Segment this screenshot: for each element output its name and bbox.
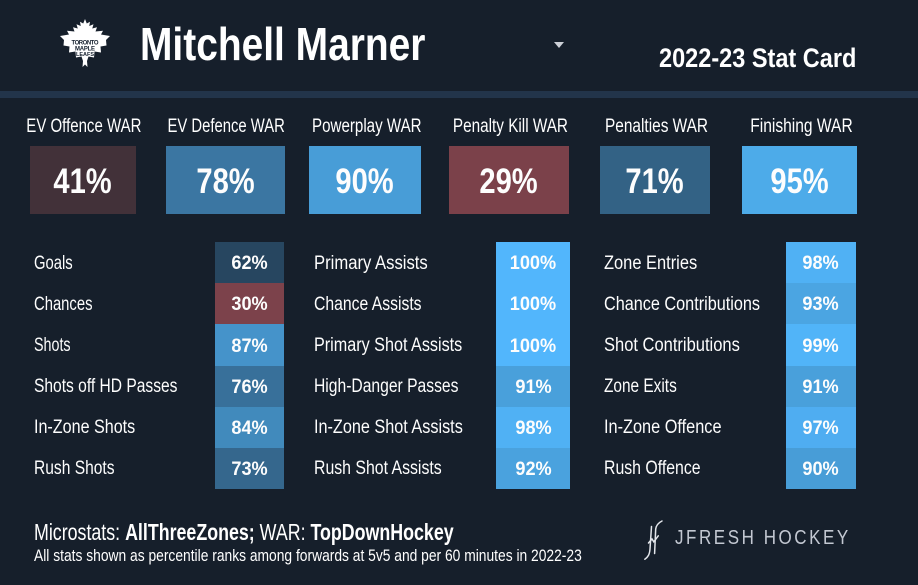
svg-text:MAPLE: MAPLE — [75, 46, 95, 52]
svg-text:TORONTO: TORONTO — [72, 40, 99, 46]
svg-text:LEAFS: LEAFS — [76, 52, 94, 58]
